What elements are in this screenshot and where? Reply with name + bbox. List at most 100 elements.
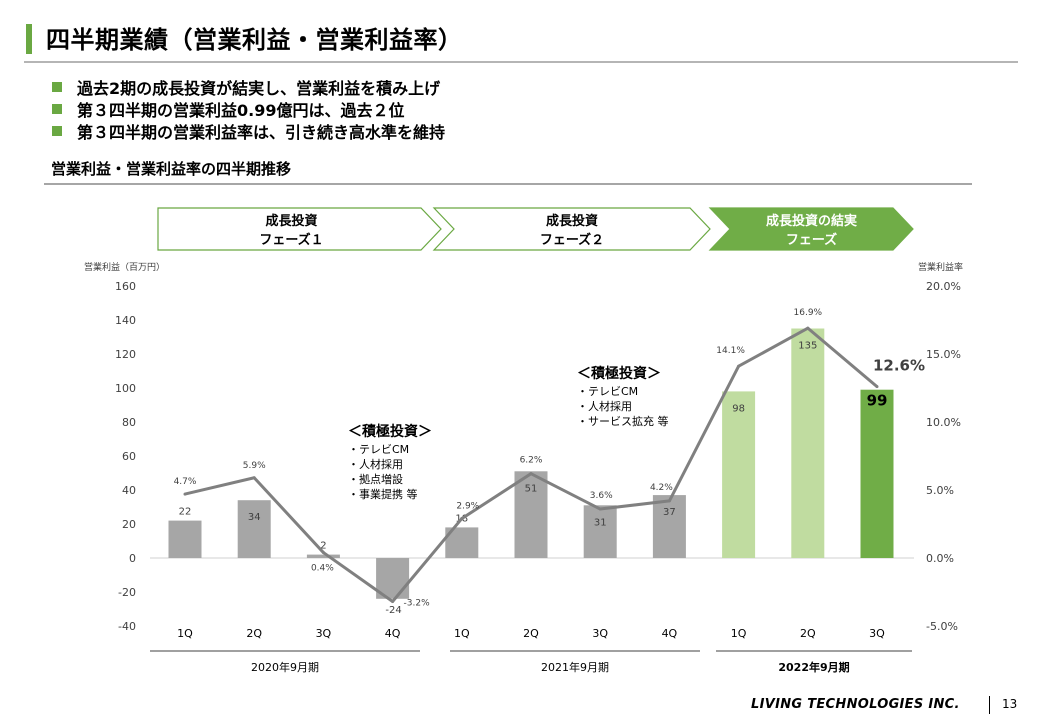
y-left-axis-title: 営業利益（百万円） bbox=[84, 261, 165, 273]
bar bbox=[791, 328, 825, 558]
annotation-item: ・サービス拡充 等 bbox=[577, 414, 669, 428]
bullet-square-icon bbox=[52, 104, 62, 114]
y-left-tick-label: 80 bbox=[122, 416, 136, 429]
bar-value-label: 2 bbox=[320, 541, 326, 552]
period-label: 2020年9月期 bbox=[251, 660, 319, 674]
bar-value-label: 37 bbox=[663, 507, 676, 518]
y-left-tick-label: -20 bbox=[118, 586, 136, 599]
x-tick-label: 1Q bbox=[454, 627, 470, 640]
annotation-item: ・事業提携 等 bbox=[348, 487, 418, 501]
y-right-tick-label: 20.0% bbox=[926, 280, 961, 293]
margin-point bbox=[737, 364, 741, 368]
y-left-tick-label: 120 bbox=[115, 348, 136, 361]
bar-value-label: 51 bbox=[525, 483, 538, 494]
y-left-tick-label: -40 bbox=[118, 620, 136, 633]
annotation-item: ・テレビCM bbox=[577, 385, 638, 398]
margin-point bbox=[667, 499, 671, 503]
bar bbox=[237, 500, 271, 558]
bullet-text: 第３四半期の営業利益率は、引き続き高水準を維持 bbox=[77, 123, 446, 142]
bar bbox=[514, 471, 548, 558]
bullet-square-icon bbox=[52, 126, 62, 136]
margin-point bbox=[183, 492, 187, 496]
section-divider bbox=[44, 183, 972, 185]
phase-label: フェーズ bbox=[786, 232, 837, 248]
company-logo: LIVING TECHNOLOGIES INC. bbox=[751, 697, 960, 712]
title-divider bbox=[24, 61, 1018, 63]
margin-point bbox=[321, 551, 325, 555]
bar-value-label: 34 bbox=[248, 512, 261, 523]
period-label: 2022年9月期 bbox=[778, 660, 849, 674]
y-right-tick-label: 0.0% bbox=[926, 552, 954, 565]
x-tick-label: 3Q bbox=[592, 627, 608, 640]
margin-value-label: 0.4% bbox=[311, 564, 334, 574]
margin-point bbox=[529, 472, 533, 476]
phase-arrow bbox=[708, 207, 914, 251]
y-right-tick-label: 15.0% bbox=[926, 348, 961, 361]
margin-value-label: 5.9% bbox=[243, 461, 266, 471]
margin-value-label: 2.9% bbox=[456, 502, 479, 512]
x-tick-label: 2Q bbox=[800, 627, 816, 640]
bullet-item: 過去2期の成長投資が結実し、営業利益を積み上げ bbox=[52, 76, 445, 98]
phase-label: フェーズ２ bbox=[540, 232, 604, 248]
bullet-text: 第３四半期の営業利益0.99億円は、過去２位 bbox=[77, 101, 405, 120]
bar-value-label: -24 bbox=[385, 605, 401, 616]
x-tick-label: 3Q bbox=[316, 627, 332, 640]
bar bbox=[168, 520, 202, 558]
phase-arrow bbox=[157, 207, 442, 251]
margin-value-label: 4.2% bbox=[650, 483, 673, 493]
y-left-tick-label: 20 bbox=[122, 518, 136, 531]
x-tick-label: 2Q bbox=[523, 627, 539, 640]
bullet-square-icon bbox=[52, 82, 62, 92]
period-label: 2021年9月期 bbox=[541, 660, 609, 674]
y-left-tick-label: 60 bbox=[122, 450, 136, 463]
y-right-tick-label: 5.0% bbox=[926, 484, 954, 497]
bar bbox=[860, 389, 894, 558]
margin-value-label: 4.7% bbox=[174, 477, 197, 487]
page-number: 13 bbox=[1002, 697, 1018, 711]
margin-point bbox=[598, 507, 602, 511]
x-tick-label: 4Q bbox=[385, 627, 401, 640]
bar bbox=[722, 391, 756, 558]
annotation-item: ・人材採用 bbox=[348, 457, 403, 471]
annotation-item: ・人材採用 bbox=[577, 399, 632, 413]
margin-point bbox=[806, 326, 810, 330]
phase-label: 成長投資の結実 bbox=[766, 213, 857, 229]
margin-point bbox=[252, 476, 256, 480]
margin-value-label: 12.6% bbox=[873, 357, 925, 375]
annotation-title: ＜積極投資＞ bbox=[577, 365, 661, 382]
margin-value-label: -3.2% bbox=[404, 599, 431, 609]
section-title: 営業利益・営業利益率の四半期推移 bbox=[51, 160, 292, 178]
bar-value-label: 98 bbox=[732, 403, 745, 414]
bar-value-label: 31 bbox=[594, 517, 607, 528]
y-left-tick-label: 0 bbox=[129, 552, 136, 565]
page-title: 四半期業績（営業利益・営業利益率） bbox=[46, 26, 463, 54]
y-left-tick-label: 160 bbox=[115, 280, 136, 293]
annotation-title: ＜積極投資＞ bbox=[348, 423, 432, 440]
bar bbox=[583, 505, 617, 558]
margin-value-label: 14.1% bbox=[716, 346, 745, 356]
title-accent-bar bbox=[26, 24, 32, 54]
footer-separator bbox=[989, 696, 990, 714]
phase-label: フェーズ１ bbox=[259, 232, 323, 248]
bullet-item: 第３四半期の営業利益率は、引き続き高水準を維持 bbox=[52, 120, 445, 142]
bullet-list: 過去2期の成長投資が結実し、営業利益を積み上げ 第３四半期の営業利益0.99億円… bbox=[52, 76, 445, 142]
y-left-tick-label: 40 bbox=[122, 484, 136, 497]
bar-value-label: 135 bbox=[798, 341, 817, 352]
bullet-item: 第３四半期の営業利益0.99億円は、過去２位 bbox=[52, 98, 445, 120]
bar bbox=[306, 554, 340, 558]
annotation-item: ・拠点増設 bbox=[348, 472, 403, 486]
margin-value-label: 6.2% bbox=[520, 456, 543, 466]
annotation-item: ・テレビCM bbox=[348, 443, 409, 456]
margin-point bbox=[391, 600, 395, 604]
margin-point bbox=[875, 385, 879, 389]
x-tick-label: 1Q bbox=[177, 627, 193, 640]
margin-point bbox=[460, 517, 464, 521]
bar-value-label: 22 bbox=[179, 507, 192, 518]
x-tick-label: 2Q bbox=[246, 627, 262, 640]
x-tick-label: 4Q bbox=[662, 627, 678, 640]
bar-value-label: 99 bbox=[867, 392, 888, 410]
margin-value-label: 3.6% bbox=[590, 491, 613, 501]
y-left-tick-label: 140 bbox=[115, 314, 136, 327]
y-right-axis-title: 営業利益率 bbox=[918, 261, 963, 273]
bullet-text: 過去2期の成長投資が結実し、営業利益を積み上げ bbox=[77, 79, 441, 98]
